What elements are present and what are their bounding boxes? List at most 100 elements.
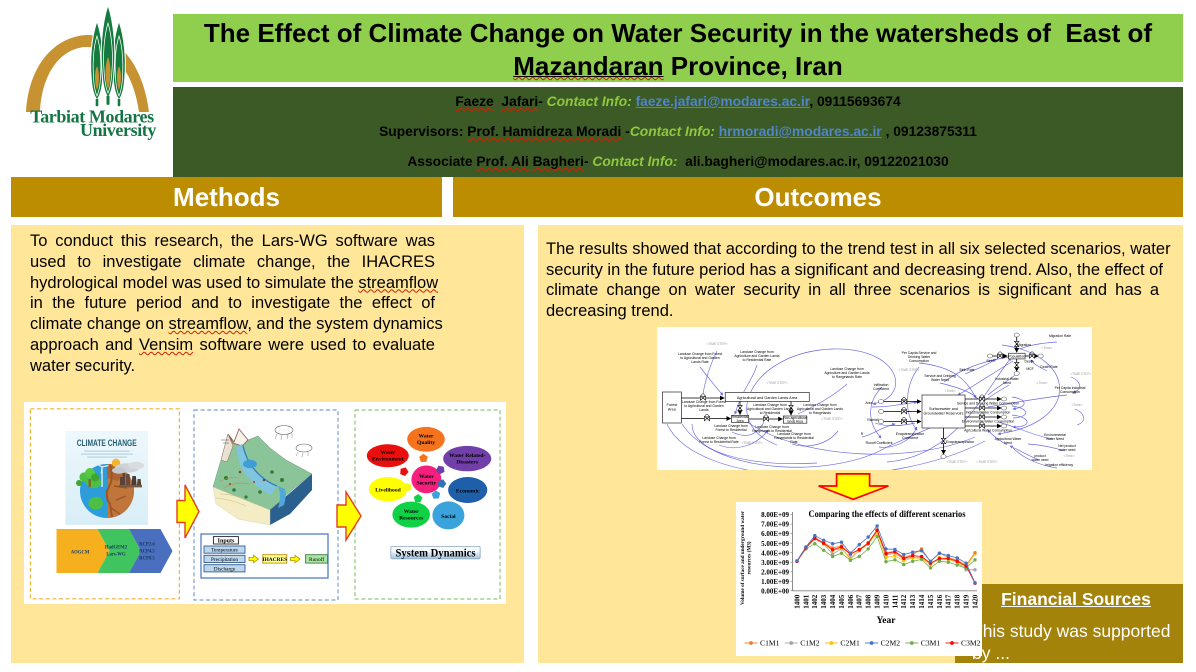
svg-text:Rainfall: Rainfall bbox=[867, 418, 879, 422]
svg-text:Environmental Water Consumptio: Environmental Water Consumption bbox=[962, 420, 1015, 424]
svg-text:<TIME STEP>: <TIME STEP> bbox=[946, 460, 967, 464]
svg-text:C1M1: C1M1 bbox=[760, 639, 780, 648]
svg-text:1.00E+09: 1.00E+09 bbox=[761, 578, 789, 586]
svg-text:C2M1: C2M1 bbox=[840, 639, 860, 648]
svg-text:1406: 1406 bbox=[847, 594, 855, 609]
svg-text:IHACRES: IHACRES bbox=[263, 557, 288, 563]
svg-text:Agricultural Water Consumption: Agricultural Water Consumption bbox=[964, 429, 1012, 433]
svg-text:0.00E+00: 0.00E+00 bbox=[761, 587, 789, 595]
svg-text:<Time>: <Time> bbox=[1071, 403, 1082, 407]
svg-text:<TIME STEP>: <TIME STEP> bbox=[741, 441, 762, 445]
svg-text:Death: Death bbox=[1024, 360, 1033, 364]
svg-text:1412: 1412 bbox=[900, 594, 908, 609]
svg-text:2.00E+09: 2.00E+09 bbox=[761, 568, 789, 576]
svg-text:1413: 1413 bbox=[909, 594, 917, 609]
svg-text:<TIME STEP>: <TIME STEP> bbox=[1070, 372, 1091, 376]
svg-text:1404: 1404 bbox=[829, 594, 837, 609]
svg-text:1411: 1411 bbox=[891, 594, 899, 608]
svg-text:<Time>: <Time> bbox=[1041, 346, 1052, 350]
svg-text:Water: Water bbox=[419, 474, 434, 480]
svg-text:Precipitation: Precipitation bbox=[211, 557, 238, 563]
svg-text:Lars-WG: Lars-WG bbox=[106, 553, 126, 558]
svg-text:Birth Rate: Birth Rate bbox=[959, 368, 974, 372]
svg-text:R: R bbox=[861, 432, 864, 436]
svg-text:AOGCM: AOGCM bbox=[71, 551, 90, 556]
svg-text:Evapotranspiration: Evapotranspiration bbox=[946, 440, 974, 444]
svg-text:C1M2: C1M2 bbox=[800, 639, 820, 648]
svg-text:Water Related-: Water Related- bbox=[449, 453, 486, 459]
svg-text:Temperature: Temperature bbox=[211, 548, 238, 554]
svg-text:Migration: Migration bbox=[1017, 343, 1031, 347]
svg-text:Water: Water bbox=[419, 434, 434, 440]
svg-text:CLIMATE CHANGE: CLIMATE CHANGE bbox=[77, 438, 137, 448]
svg-text:Industrial Water Consumption: Industrial Water Consumption bbox=[966, 411, 1011, 415]
svg-text:Tarbiat Modares: Tarbiat Modares bbox=[30, 107, 154, 127]
svg-text:4.00E+09: 4.00E+09 bbox=[761, 549, 789, 557]
svg-text:<TIME STEP>: <TIME STEP> bbox=[706, 342, 727, 346]
svg-text:University: University bbox=[80, 120, 156, 140]
svg-text:Water: Water bbox=[380, 450, 395, 456]
svg-text:Agricultural and Garden Lands: Agricultural and Garden Lands Area bbox=[737, 396, 798, 400]
svg-text:5.00E+09: 5.00E+09 bbox=[761, 540, 789, 548]
svg-text:1408: 1408 bbox=[865, 594, 873, 609]
svg-text:<TIME STEP>: <TIME STEP> bbox=[976, 460, 997, 464]
svg-text:C3M2: C3M2 bbox=[961, 639, 981, 648]
svg-text:6.00E+09: 6.00E+09 bbox=[761, 530, 789, 538]
svg-text:Environment: Environment bbox=[372, 457, 404, 463]
svg-text:1419: 1419 bbox=[963, 594, 971, 609]
svg-text:1418: 1418 bbox=[954, 594, 962, 609]
svg-text:Birth: Birth bbox=[987, 359, 994, 363]
svg-text:Area: Area bbox=[865, 401, 872, 405]
svg-text:Migration Rate: Migration Rate bbox=[1049, 334, 1071, 338]
svg-text:<TIME STEP>: <TIME STEP> bbox=[898, 368, 919, 372]
svg-text:Social: Social bbox=[441, 514, 456, 520]
svg-text:Quality: Quality bbox=[417, 440, 435, 446]
svg-text:Water: Water bbox=[404, 509, 419, 515]
svg-text:1402: 1402 bbox=[811, 594, 819, 609]
svg-text:7.00E+09: 7.00E+09 bbox=[761, 521, 789, 529]
svg-text:Livelihood: Livelihood bbox=[375, 488, 401, 494]
svg-text:Discharge: Discharge bbox=[214, 566, 236, 572]
svg-text:Inputs: Inputs bbox=[218, 538, 235, 544]
svg-text:1416: 1416 bbox=[936, 594, 944, 609]
svg-text:MCF: MCF bbox=[1026, 367, 1033, 371]
svg-text:Resources: Resources bbox=[399, 516, 424, 522]
svg-text:Economic: Economic bbox=[456, 489, 480, 495]
svg-text:Runoff: Runoff bbox=[309, 556, 324, 563]
svg-text:1401: 1401 bbox=[802, 594, 810, 609]
svg-text:<Time>: <Time> bbox=[944, 389, 955, 393]
svg-text:Security: Security bbox=[416, 481, 436, 487]
svg-text:1405: 1405 bbox=[838, 594, 846, 609]
svg-text:1400: 1400 bbox=[793, 594, 801, 609]
svg-text:C3M1: C3M1 bbox=[921, 639, 941, 648]
svg-text:<TIME STEP>: <TIME STEP> bbox=[821, 417, 842, 421]
svg-text:RCP2.6: RCP2.6 bbox=[139, 543, 155, 548]
svg-text:Comparing the effects of diffe: Comparing the effects of different scena… bbox=[809, 509, 966, 519]
svg-text:1415: 1415 bbox=[927, 594, 935, 609]
svg-text:Volume of surface and undergro: Volume of surface and underground water bbox=[740, 510, 746, 605]
svg-text:Irrigation efficiency: Irrigation efficiency bbox=[1045, 463, 1074, 467]
